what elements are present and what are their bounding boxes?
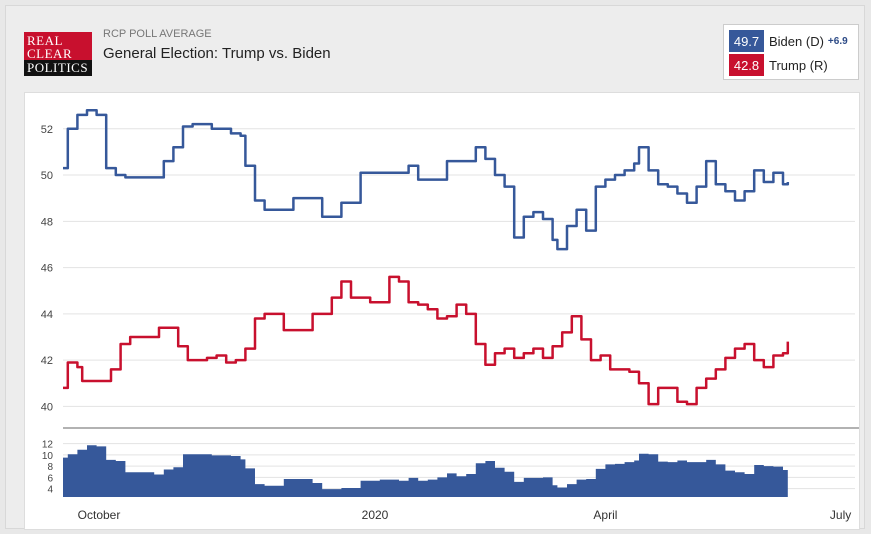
y-tick-label: 48 [41, 216, 53, 228]
y-tick-label: 42 [41, 355, 53, 367]
x-tick-label: April [593, 508, 617, 522]
spread-tick-label: 6 [47, 473, 53, 484]
legend-spread: +6.9 [827, 35, 848, 47]
legend: 49.7 Biden (D) +6.9 42.8 Trump (R) [723, 24, 859, 80]
spread-area [63, 445, 788, 497]
y-tick-label: 52 [41, 124, 53, 136]
series-line-biden [63, 109, 790, 251]
x-tick-label: 2020 [362, 508, 389, 522]
legend-item-trump[interactable]: 42.8 Trump (R) [729, 54, 828, 76]
y-tick-label: 44 [41, 309, 53, 321]
legend-name-trump: Trump (R) [769, 57, 828, 73]
logo-line-3: POLITICS [27, 60, 89, 75]
series-line-trump [63, 275, 790, 406]
x-tick-label: July [830, 508, 851, 522]
spread-tick-label: 4 [47, 485, 53, 496]
legend-name-biden: Biden (D) [769, 33, 824, 49]
y-tick-label: 40 [41, 401, 53, 413]
x-tick-label: October [78, 508, 121, 522]
y-tick-label: 46 [41, 263, 53, 275]
spread-tick-label: 8 [47, 462, 53, 473]
legend-value-trump: 42.8 [729, 54, 764, 76]
y-tick-label: 50 [41, 170, 53, 182]
chart-area: 40 42 44 46 48 50 52 4 6 8 10 12 October 2020 April Jul… [24, 92, 860, 530]
chart-widget: REAL CLEAR POLITICS RCP POLL AVERAGE Gen… [5, 5, 865, 530]
logo-line-1: REAL [27, 33, 63, 48]
spread-tick-label: 10 [42, 451, 54, 462]
spread-tick-label: 12 [42, 440, 54, 451]
legend-item-biden[interactable]: 49.7 Biden (D) +6.9 [729, 30, 848, 52]
chart-title: General Election: Trump vs. Biden [103, 45, 331, 62]
rcp-logo[interactable]: REAL CLEAR POLITICS [24, 32, 92, 76]
legend-value-biden: 49.7 [729, 30, 764, 52]
logo-line-2: CLEAR [27, 46, 73, 61]
chart-subtitle: RCP POLL AVERAGE [103, 28, 212, 40]
